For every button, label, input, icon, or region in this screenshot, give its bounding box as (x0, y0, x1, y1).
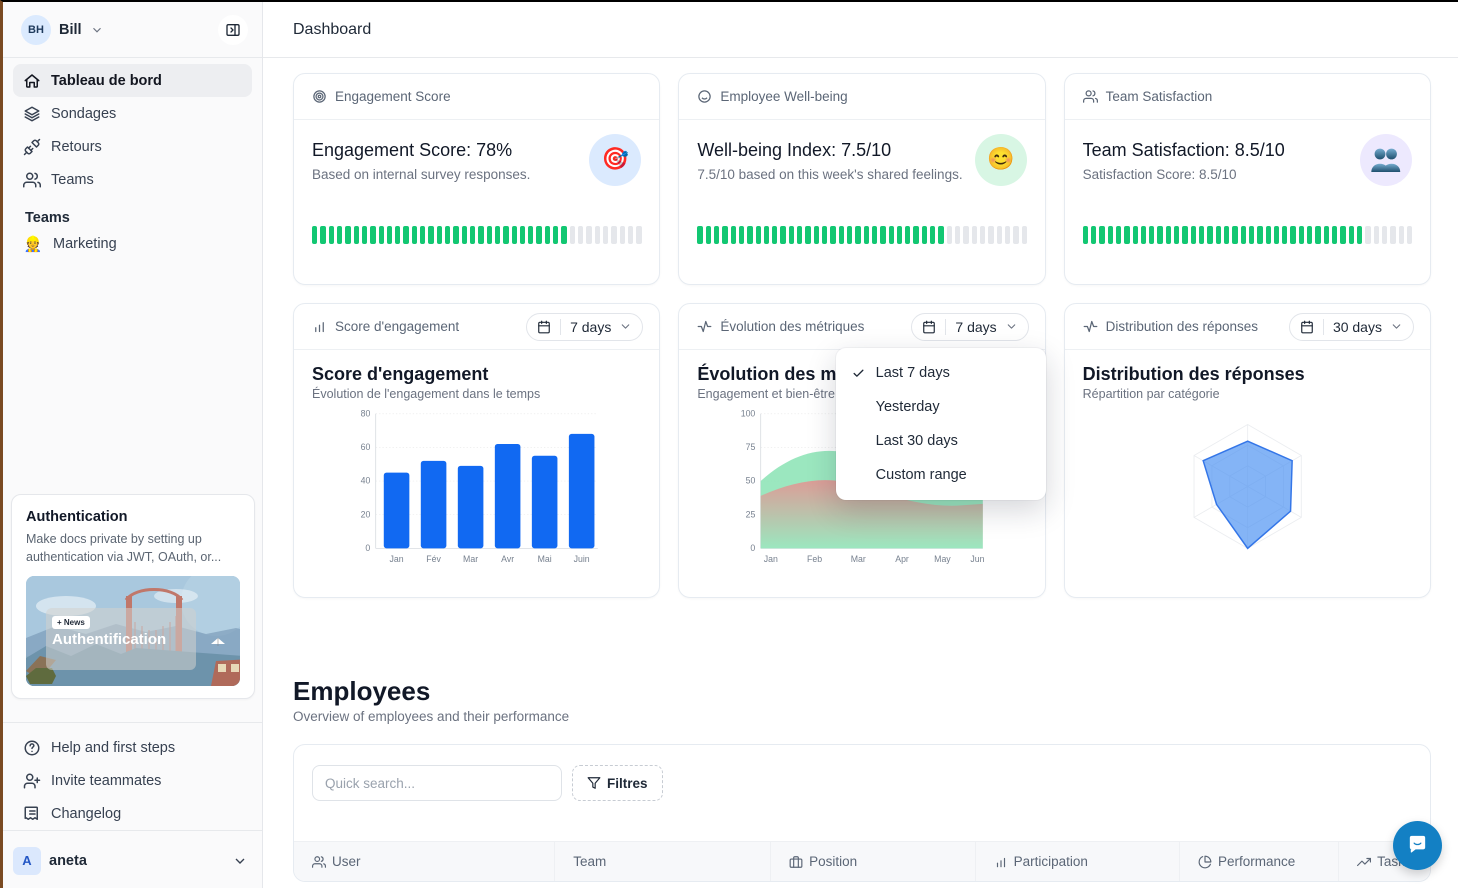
svg-text:Fév: Fév (426, 554, 441, 564)
svg-text:Juin: Juin (574, 554, 590, 564)
svg-text:80: 80 (361, 408, 371, 418)
svg-text:Apr: Apr (896, 554, 910, 564)
svg-text:Mai: Mai (538, 554, 552, 564)
svg-text:50: 50 (746, 476, 756, 486)
svg-text:May: May (934, 554, 951, 564)
svg-text:75: 75 (746, 442, 756, 452)
svg-text:Avr: Avr (501, 554, 514, 564)
svg-text:Feb: Feb (807, 554, 822, 564)
svg-text:Jan: Jan (390, 554, 404, 564)
svg-text:Mar: Mar (463, 554, 478, 564)
svg-text:60: 60 (361, 442, 371, 452)
svg-text:0: 0 (751, 543, 756, 553)
svg-text:20: 20 (361, 509, 371, 519)
svg-text:100: 100 (741, 408, 756, 418)
svg-text:Jan: Jan (764, 554, 778, 564)
svg-text:25: 25 (746, 509, 756, 519)
svg-text:40: 40 (361, 476, 371, 486)
svg-text:Jun: Jun (971, 554, 985, 564)
svg-text:Mar: Mar (851, 554, 866, 564)
svg-text:0: 0 (365, 543, 370, 553)
